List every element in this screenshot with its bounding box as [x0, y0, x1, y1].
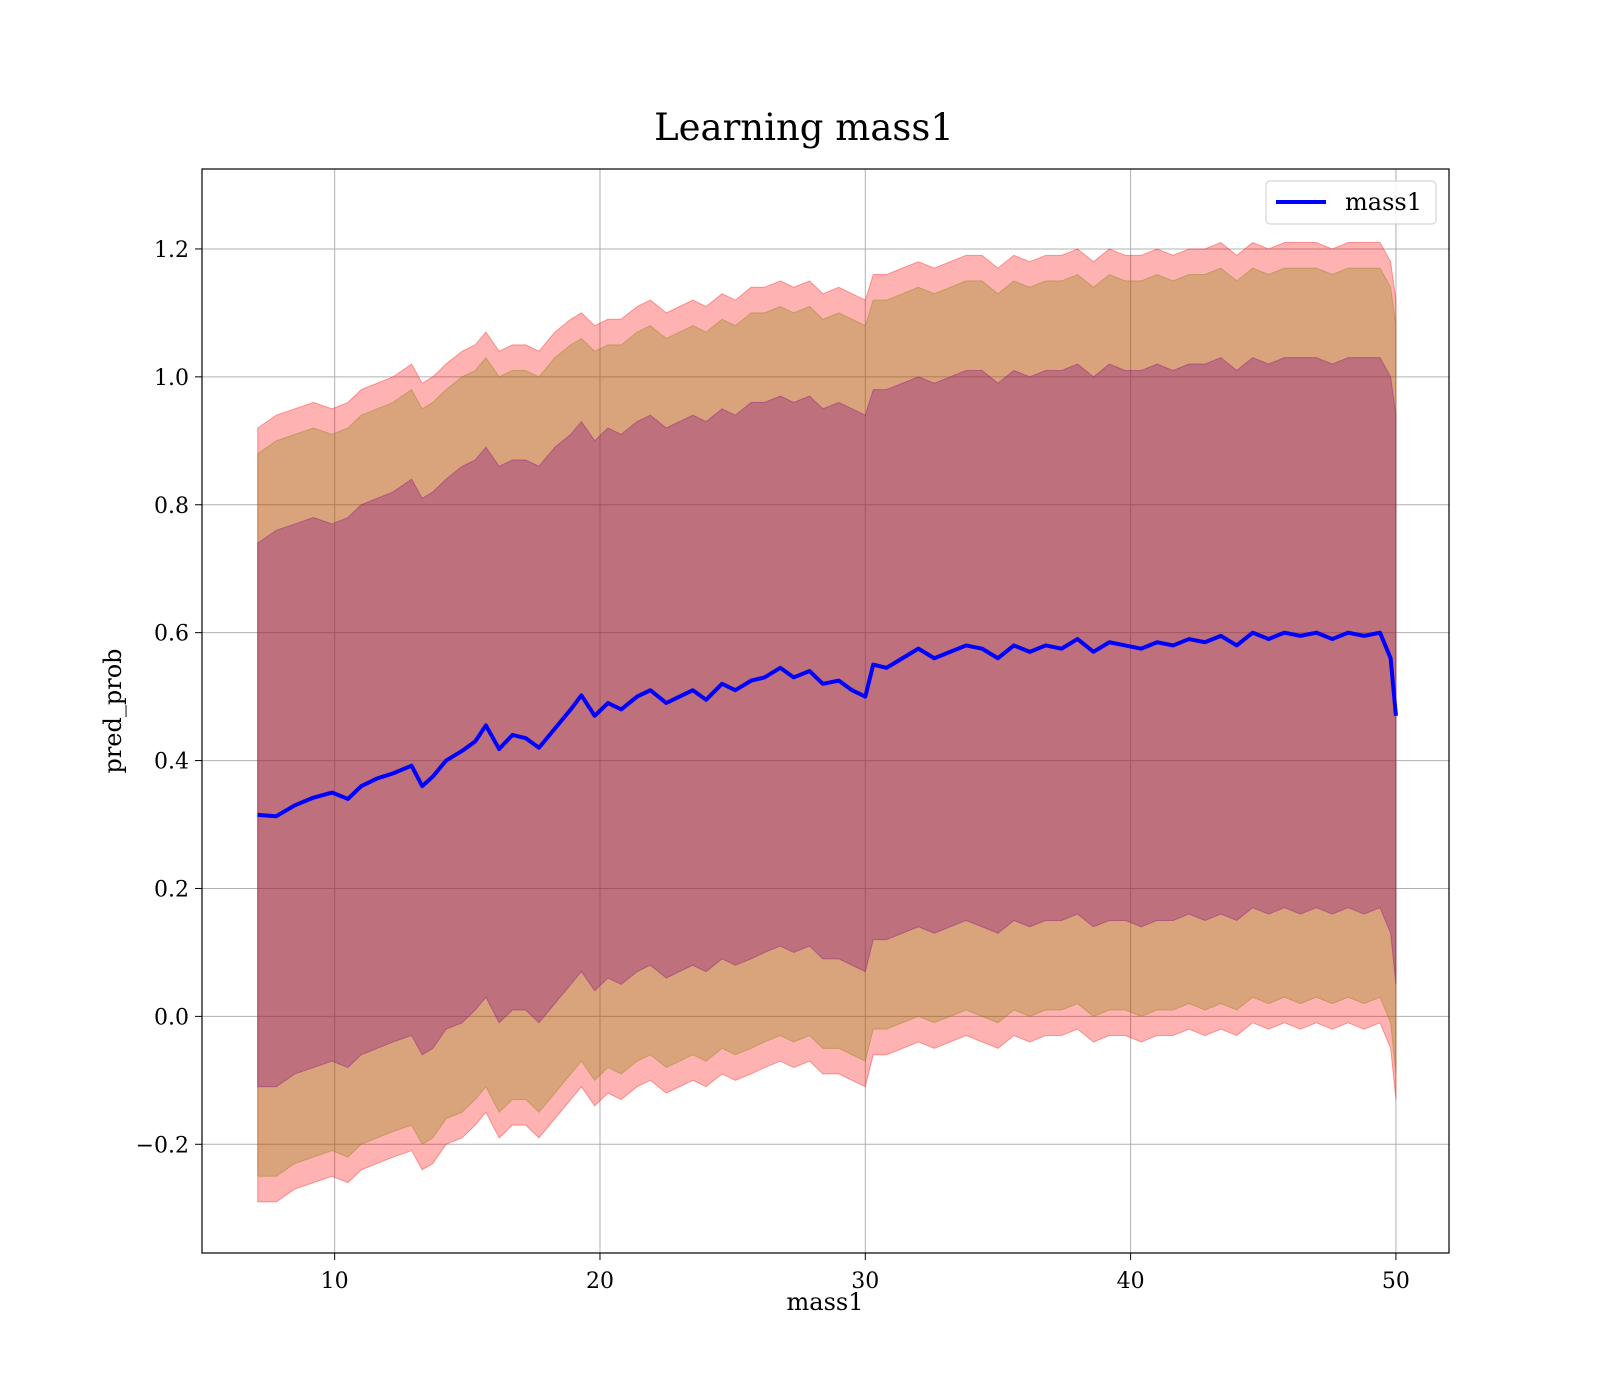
y-tick-label: 0.4 [154, 750, 189, 775]
x-tick-label: 10 [321, 1269, 349, 1294]
series-lines [257, 630, 1398, 819]
y-tick-label: 0.2 [154, 877, 189, 902]
y-axis-label: pred_prob [99, 648, 127, 773]
x-axis-label: mass1 [787, 1288, 864, 1316]
legend-box [1265, 180, 1437, 225]
y-tick-label: 1.0 [154, 366, 189, 391]
y-tick-label: 0.6 [154, 622, 189, 647]
y-tick-label: 0.8 [154, 494, 189, 519]
confidence-band-0 [257, 241, 1397, 1203]
x-tick-label: 40 [1117, 1269, 1145, 1294]
x-tick-label: 50 [1382, 1269, 1410, 1294]
plot-frame [201, 168, 1450, 1254]
confidence-band-2 [257, 357, 1397, 1088]
y-tick-label: −0.2 [136, 1133, 189, 1158]
legend: mass1 [1265, 180, 1437, 225]
y-tick-label: 0.0 [154, 1005, 189, 1030]
x-tick-label: 20 [586, 1269, 614, 1294]
y-tick-label: 1.2 [154, 238, 189, 263]
x-axis-ticks: 10 20 30 40 50 [321, 1253, 1410, 1294]
legend-label-mass1: mass1 [1345, 188, 1422, 216]
x-tick-label: 30 [851, 1269, 879, 1294]
confidence-bands [257, 241, 1397, 1203]
confidence-band-1 [257, 267, 1397, 1177]
series-line-mass1 [257, 630, 1398, 819]
chart-title: Learning mass1 [654, 106, 954, 149]
y-axis-ticks: −0.2 0.0 0.2 0.4 0.6 0.8 1.0 1.2 [136, 238, 202, 1158]
